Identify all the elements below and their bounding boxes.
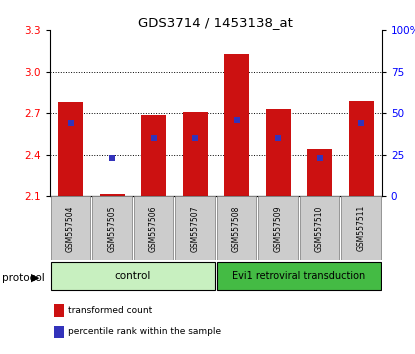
Bar (341, 196, 381, 260)
Text: GSM557508: GSM557508 (232, 205, 241, 252)
Bar (51, 196, 90, 260)
Bar (58, 102, 83, 196)
Bar (175, 196, 215, 260)
Bar (141, 115, 166, 196)
Text: ▶: ▶ (31, 273, 39, 283)
Text: GSM557504: GSM557504 (66, 205, 75, 252)
Bar (217, 196, 256, 260)
Text: GSM557505: GSM557505 (107, 205, 117, 252)
Bar (51, 262, 215, 290)
Bar (349, 101, 374, 196)
Text: percentile rank within the sample: percentile rank within the sample (68, 327, 222, 336)
Text: protocol: protocol (2, 273, 45, 283)
Bar (307, 149, 332, 196)
Text: control: control (115, 271, 151, 281)
Text: transformed count: transformed count (68, 306, 153, 315)
Bar (217, 262, 381, 290)
Bar (266, 109, 290, 196)
Text: Evi1 retroviral transduction: Evi1 retroviral transduction (232, 271, 366, 281)
Bar (92, 196, 132, 260)
Title: GDS3714 / 1453138_at: GDS3714 / 1453138_at (138, 16, 293, 29)
Text: GSM557506: GSM557506 (149, 205, 158, 252)
Text: GSM557509: GSM557509 (273, 205, 283, 252)
Bar (134, 196, 173, 260)
Text: GSM557511: GSM557511 (356, 205, 366, 251)
Text: GSM557507: GSM557507 (190, 205, 200, 252)
Text: GSM557510: GSM557510 (315, 205, 324, 252)
Bar (224, 54, 249, 196)
Bar (183, 112, 208, 196)
Bar (258, 196, 298, 260)
Bar (100, 194, 124, 196)
Bar (300, 196, 339, 260)
